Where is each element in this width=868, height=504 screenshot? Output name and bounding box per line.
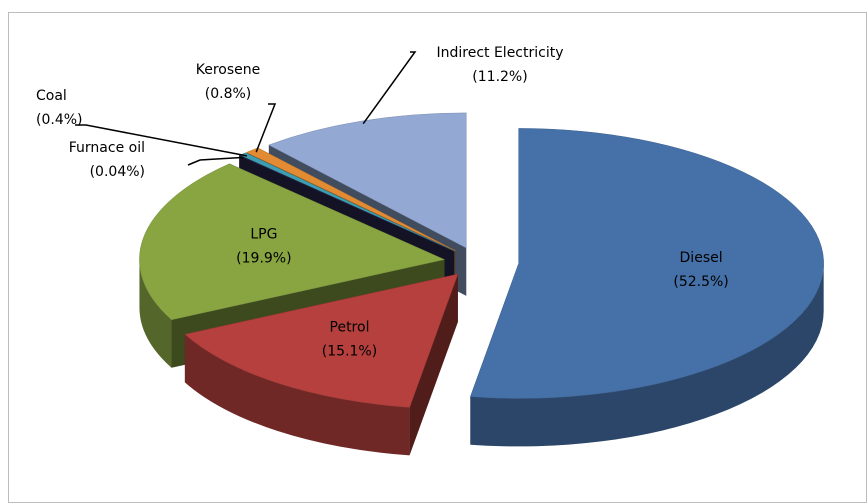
slice-label: Diesel: [680, 250, 723, 266]
slice-side: [184, 334, 410, 456]
slice-value-label: (0.8%): [205, 86, 252, 102]
slice: [268, 112, 467, 249]
slice-label: Petrol: [330, 319, 370, 335]
slice-value-label: (19.9%): [236, 250, 291, 266]
slice-label: Kerosene: [196, 62, 261, 78]
slice-label: Coal: [36, 88, 67, 104]
leader-line: [75, 124, 248, 157]
leader-line: [255, 103, 277, 153]
slice-value-label: (11.2%): [472, 69, 527, 85]
slice: [184, 273, 459, 408]
slice-value-label: (0.04%): [90, 164, 145, 180]
slice: [238, 155, 455, 252]
slice-label: LPG: [250, 226, 277, 242]
leader-line: [362, 51, 417, 125]
slice: [139, 163, 446, 321]
slice-value-label: (0.4%): [36, 112, 83, 128]
leader-line: [187, 156, 244, 166]
slice: [470, 128, 824, 399]
slice-value-label: (15.1%): [322, 343, 377, 359]
slice-side: [139, 259, 172, 368]
slice-label: Furnace oil: [69, 140, 145, 156]
slice-label: Indirect Electricity: [436, 45, 563, 61]
slice-side: [470, 263, 824, 447]
slice-value-label: (52.5%): [673, 274, 728, 290]
